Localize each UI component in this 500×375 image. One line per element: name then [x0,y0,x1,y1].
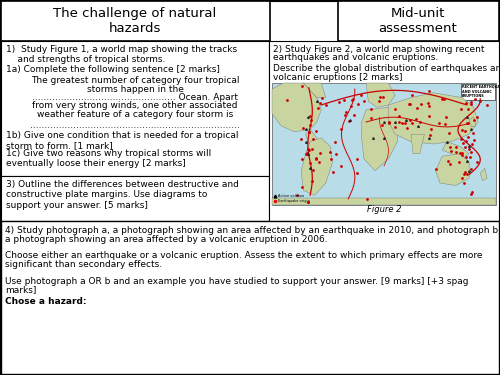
Text: 1)  Study Figure 1, a world map showing the tracks
    and strengths of tropical: 1) Study Figure 1, a world map showing t… [6,45,237,64]
Text: 1a) Complete the following sentence [2 marks]: 1a) Complete the following sentence [2 m… [6,65,220,74]
Text: Mid-unit
assessment: Mid-unit assessment [378,7,458,35]
Text: Choose either an earthquake or a volcanic eruption. Assess the extent to which p: Choose either an earthquake or a volcani… [5,252,482,261]
FancyBboxPatch shape [269,41,499,221]
Text: The challenge of natural
hazards: The challenge of natural hazards [54,7,216,35]
FancyBboxPatch shape [1,1,270,41]
Polygon shape [442,141,469,159]
FancyBboxPatch shape [1,176,269,221]
Text: from very strong winds, one other associated: from very strong winds, one other associ… [32,102,238,111]
Text: 1c) Give two reasons why tropical storms will
eventually loose their energy [2 m: 1c) Give two reasons why tropical storms… [6,148,211,168]
Text: .........................................................................: ........................................… [30,120,240,129]
Polygon shape [272,198,496,205]
Text: weather feature of a category four storm is: weather feature of a category four storm… [37,110,233,119]
FancyBboxPatch shape [338,1,499,41]
FancyBboxPatch shape [272,83,496,205]
Text: RECENT EARTHQUAKES
AND VOLCANIC
ERUPTIONS: RECENT EARTHQUAKES AND VOLCANIC ERUPTION… [462,85,500,98]
FancyBboxPatch shape [461,84,495,100]
Text: 2) Study Figure 2, a world map showing recent: 2) Study Figure 2, a world map showing r… [273,45,484,54]
Text: Use photograph a OR b and an example you have studied to support your answer. [9: Use photograph a OR b and an example you… [5,277,468,286]
Polygon shape [366,83,395,107]
Polygon shape [388,93,478,144]
Text: 3) Outline the differences between destructive and
constructive plate margins. U: 3) Outline the differences between destr… [6,180,239,210]
Polygon shape [362,107,398,171]
Text: earthquakes and volcanic eruptions.: earthquakes and volcanic eruptions. [273,54,438,63]
FancyBboxPatch shape [1,41,269,176]
Text: Chose a hazard:: Chose a hazard: [5,297,86,306]
Text: marks]: marks] [5,285,36,294]
Polygon shape [304,83,326,98]
Text: storms happen in the: storms happen in the [86,84,184,93]
Polygon shape [272,83,322,132]
Text: The greatest number of category four tropical: The greatest number of category four tro… [31,76,240,85]
Text: Active volcano: Active volcano [278,194,304,198]
Text: significant than secondary effects.: significant than secondary effects. [5,260,162,269]
Polygon shape [306,129,317,147]
Text: a photograph showing an area affected by a volcanic eruption in 2006.: a photograph showing an area affected by… [5,234,328,243]
Polygon shape [301,138,332,195]
Polygon shape [480,168,487,181]
Text: volcanic eruptions [2 marks]: volcanic eruptions [2 marks] [273,72,402,81]
Text: Describe the global distribution of earthquakes and: Describe the global distribution of eart… [273,64,500,73]
Text: .................................................. Ocean. Apart: ........................................… [32,93,238,102]
Text: 4) Study photograph a, a photograph showing an area affected by an earthquake in: 4) Study photograph a, a photograph show… [5,226,500,235]
Text: 1b) Give one condition that is needed for a tropical
storm to form. [1 mark]: 1b) Give one condition that is needed fo… [6,130,238,150]
Polygon shape [469,117,476,127]
Text: Figure 2: Figure 2 [367,204,401,213]
Polygon shape [436,154,469,186]
Polygon shape [411,134,424,154]
FancyBboxPatch shape [1,221,499,374]
Text: Earthquake origin: Earthquake origin [278,199,310,203]
